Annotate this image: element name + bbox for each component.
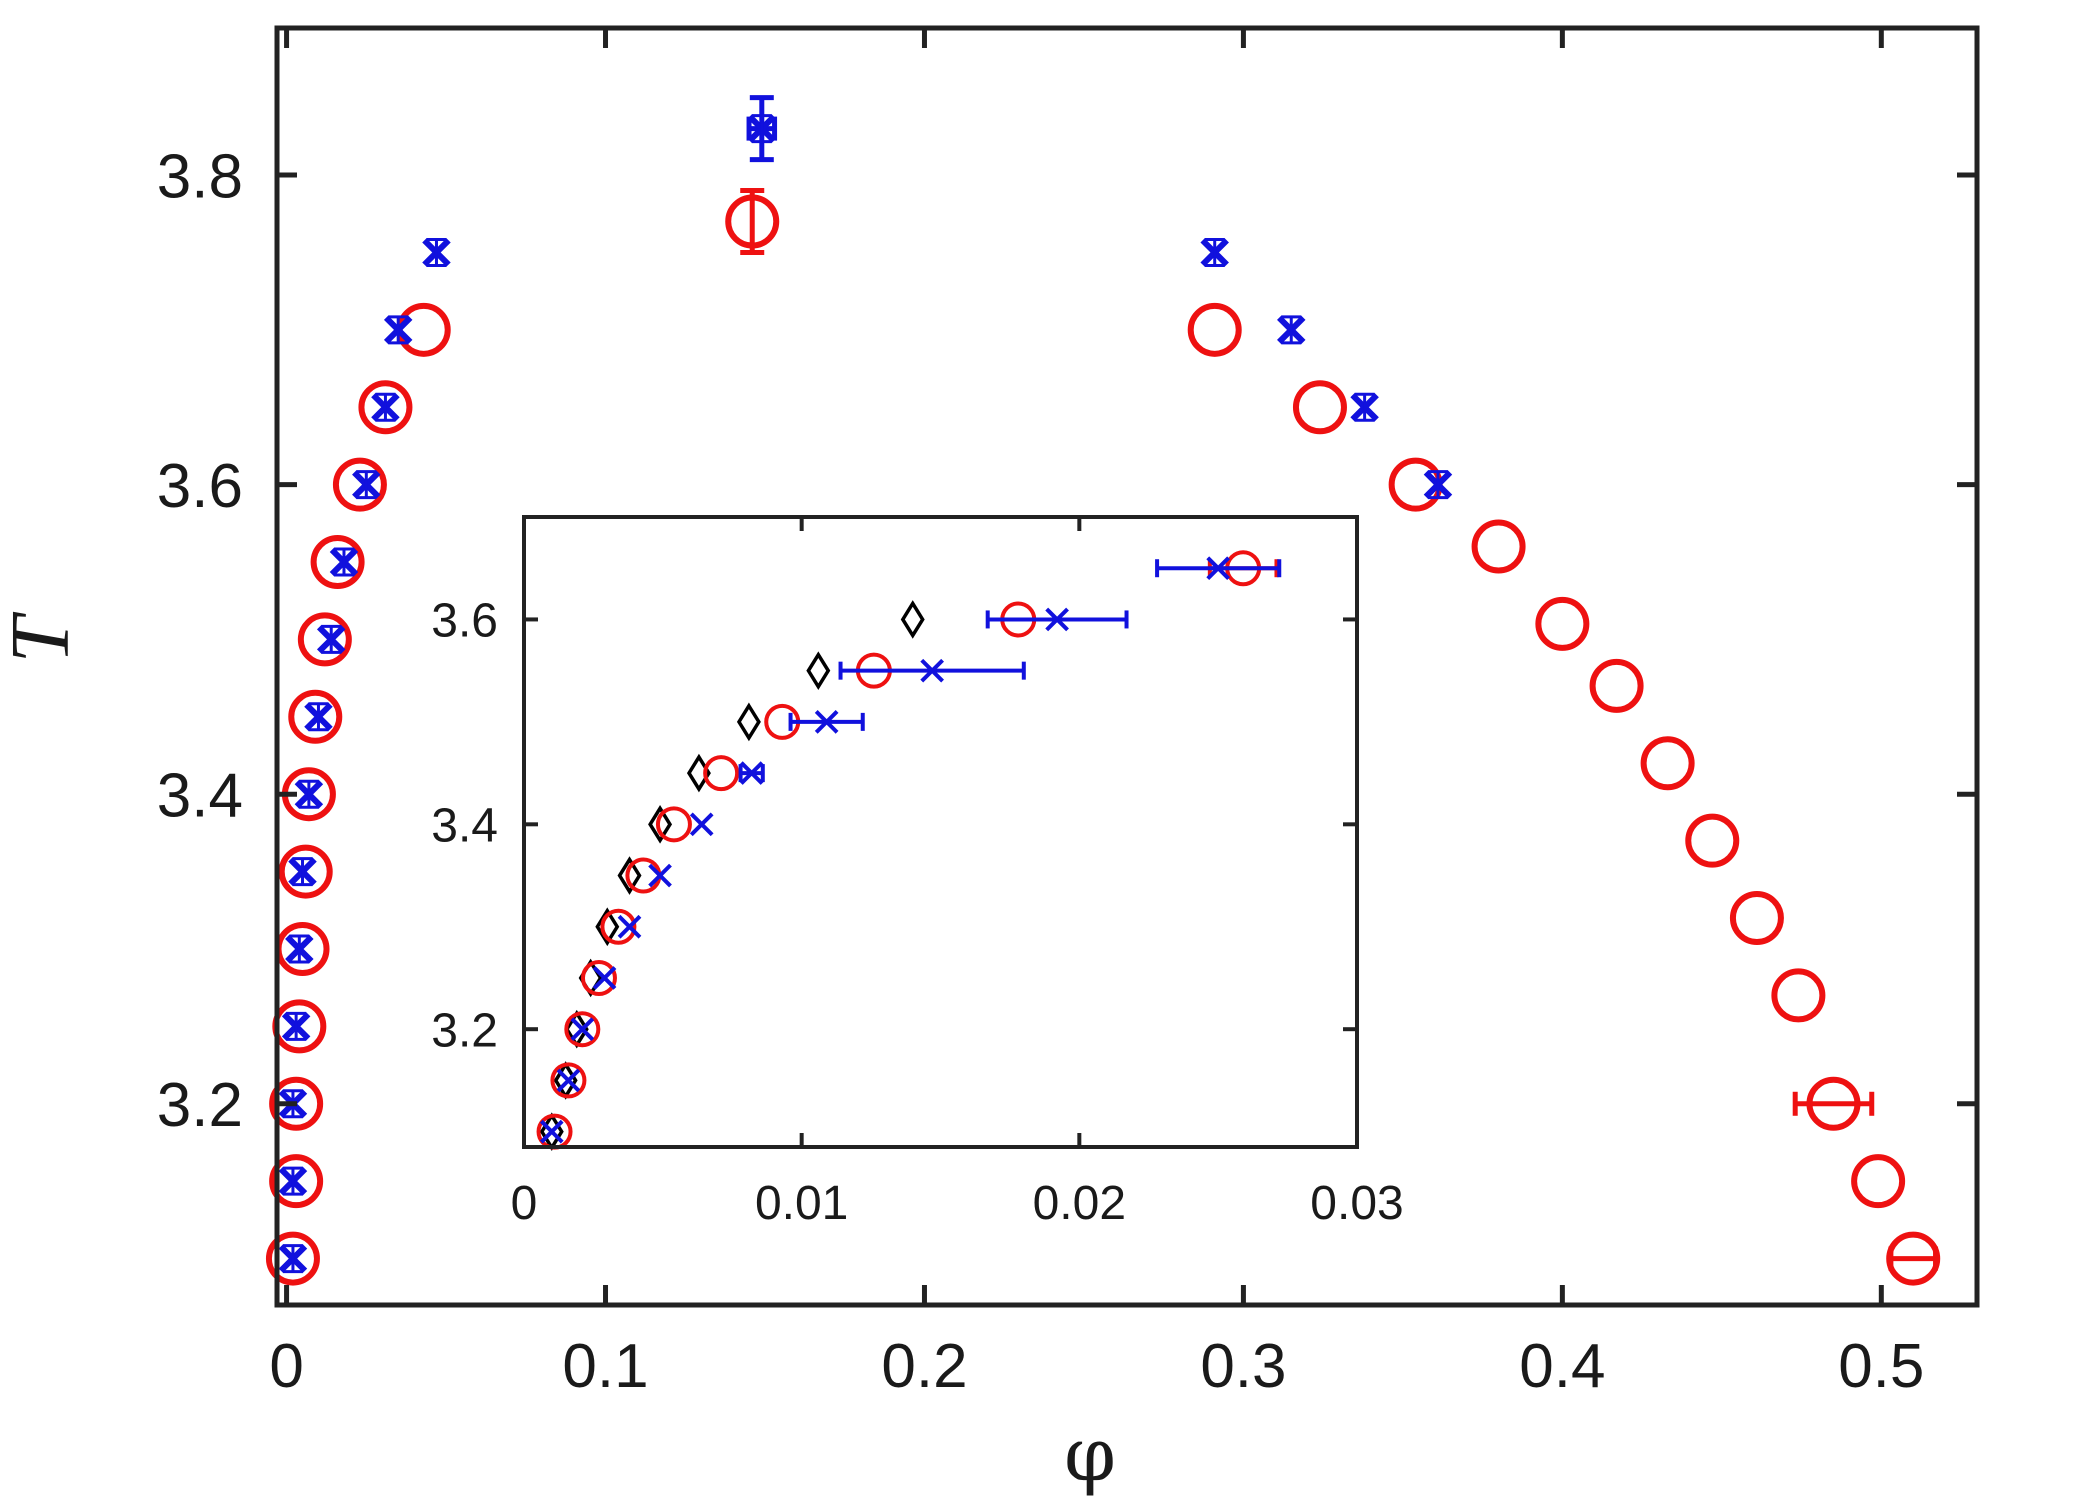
main-circle-point [288, 689, 343, 744]
main-circle-point [1729, 891, 1784, 946]
main-y-tick-label: 3.6 [157, 452, 243, 521]
main-circle-point [1886, 1231, 1941, 1286]
main-y-tick-label: 3.8 [157, 142, 243, 211]
main-circle-point [310, 535, 365, 590]
inset-circle-point [703, 755, 740, 792]
main-circle-point [269, 1154, 324, 1209]
main-cross-error-whisker [751, 114, 772, 144]
x-axis-label: φ [1064, 1412, 1116, 1498]
main-circle-point [1471, 519, 1526, 574]
inset-diamond-point [806, 651, 831, 690]
inset-x-tick-label: 0.01 [755, 1177, 848, 1230]
main-circle-point [1771, 968, 1826, 1023]
inset-circle-point [580, 959, 617, 996]
inset-cross-point [617, 914, 642, 939]
main-circle-point [1292, 380, 1347, 435]
inset-cross-point [1045, 607, 1069, 632]
main-cross-error-whisker [282, 1244, 303, 1274]
main-circle-point [297, 612, 352, 667]
main-cross-error-whisker [333, 547, 354, 577]
main-circle-point [725, 194, 780, 249]
inset-x-tick-label: 0.02 [1033, 1177, 1126, 1230]
main-cross-error-whisker [1354, 392, 1375, 422]
main-cross-error-whisker [321, 624, 342, 654]
inset-plot-frame [522, 515, 1359, 1149]
main-cross-error-whisker [292, 857, 313, 887]
inset-cross-point [556, 1068, 581, 1093]
inset-cross-point [814, 710, 839, 734]
inset-cross-point [739, 761, 764, 785]
inset-cross-point [570, 1017, 595, 1042]
main-circle-point [1589, 658, 1644, 713]
main-cross-error-whisker [289, 934, 310, 964]
main-y-tick-label: 3.2 [157, 1071, 243, 1140]
inset-axis-ticks: 0 0.01 0.02 0.03 3.2 3.4 3.6 [431, 517, 1404, 1230]
main-circle-point [269, 1076, 324, 1131]
inset-diamond-point [736, 702, 761, 742]
inset-cross-point [1206, 556, 1230, 581]
main-circle-point [1851, 1154, 1906, 1209]
main-x-tick-label: 0 [269, 1332, 303, 1401]
main-cross-error-whisker [1281, 315, 1302, 345]
main-circle-point [1187, 302, 1242, 357]
main-x-tick-label: 0.4 [1519, 1332, 1605, 1401]
inset-series-diamond [539, 600, 925, 1151]
main-circle-point [1640, 736, 1695, 791]
main-x-tick-label: 0.2 [881, 1332, 967, 1401]
main-cross-error-whisker [1427, 470, 1448, 500]
inset-diamond-point [648, 804, 673, 844]
inset-series-circle [536, 550, 1279, 1150]
main-y-tick-label: 3.4 [157, 762, 243, 831]
inset-diamond-point [617, 856, 642, 895]
main-cross-error-whisker [1204, 237, 1225, 267]
main-cross-error-whisker [282, 1166, 303, 1196]
main-cross-error-whisker [375, 392, 396, 422]
inset-circle-point [564, 1011, 601, 1048]
inset-y-tick-label: 3.2 [431, 1004, 498, 1057]
y-axis-label: T [0, 611, 87, 663]
main-circle-point [278, 844, 333, 899]
main-plot-frame [274, 25, 1980, 1308]
main-x-tick-label: 0.3 [1200, 1332, 1286, 1401]
inset-plot-marks [536, 550, 1282, 1151]
main-cross-error-whisker [426, 237, 447, 267]
inset-x-tick-label: 0.03 [1310, 1177, 1403, 1230]
main-circle-point [332, 457, 387, 512]
main-axis-ticks: 0 0.1 0.2 0.3 0.4 0.5 3.2 3.4 3.6 3.8 [157, 28, 1977, 1401]
inset-circle-point [655, 806, 692, 843]
inset-y-tick-label: 3.4 [431, 800, 498, 853]
inset-cross-point [539, 1119, 564, 1144]
inset-series-x [539, 556, 1282, 1144]
main-cross-error-whisker [298, 779, 319, 809]
main-cross-error-whisker [356, 470, 377, 500]
main-circle-point [1685, 813, 1740, 868]
main-circle-point [358, 380, 413, 435]
inset-diamond-point [595, 907, 620, 947]
inset-diamond-point [900, 600, 925, 639]
inset-circle-point [550, 1062, 587, 1099]
inset-x-tick-label: 0 [511, 1177, 538, 1230]
main-x-tick-label: 0.1 [562, 1332, 648, 1401]
inset-circle-point [600, 908, 637, 945]
main-circle-point [1535, 596, 1590, 651]
main-cross-error-whisker [388, 315, 409, 345]
main-cross-error-whisker [286, 1011, 307, 1041]
main-x-tick-label: 0.5 [1838, 1332, 1924, 1401]
inset-cross-point [689, 812, 714, 837]
main-circle-point [265, 1231, 320, 1286]
main-cross-error-whisker [308, 702, 329, 732]
inset-cross-point [920, 658, 944, 683]
inset-cross-point [648, 863, 672, 888]
inset-cross-point [592, 966, 617, 990]
main-series-x [278, 95, 1453, 1274]
inset-background [524, 517, 1357, 1147]
main-circle-point [1806, 1076, 1861, 1131]
inset-y-tick-label: 3.6 [431, 595, 498, 648]
